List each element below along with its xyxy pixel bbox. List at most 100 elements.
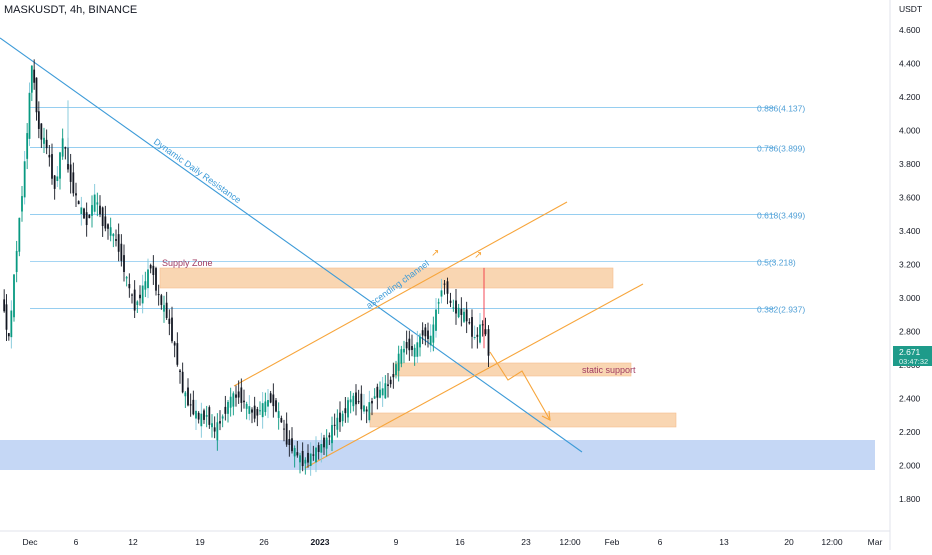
candle-body	[235, 394, 237, 398]
candle-body	[51, 154, 53, 179]
candle-body	[484, 329, 487, 335]
candle-body	[88, 214, 91, 219]
candle-body	[139, 294, 141, 299]
price-tick-label: 4.400	[899, 59, 921, 69]
candle-body	[379, 389, 381, 398]
candle-body	[3, 299, 6, 312]
candle-body	[144, 281, 147, 290]
candle-body	[192, 399, 195, 415]
price-tick-label: 3.600	[899, 193, 921, 203]
candle-body	[405, 342, 408, 349]
chart-title: MASKUSDT, 4h, BINANCE	[4, 4, 138, 16]
candle-body	[487, 329, 490, 356]
candle-body	[387, 384, 389, 387]
candle-body	[317, 445, 320, 452]
price-tick-label: 2.200	[899, 427, 921, 437]
candle-body	[267, 400, 269, 407]
candle-body	[125, 277, 128, 279]
candle-body	[109, 227, 112, 236]
candle-body	[363, 405, 365, 412]
candle-body	[468, 322, 471, 324]
candle-body	[403, 348, 405, 353]
candle-body	[481, 324, 484, 326]
candle-body	[251, 409, 253, 413]
candle-body	[371, 400, 373, 404]
candle-body	[368, 402, 371, 421]
candle-body	[446, 281, 449, 294]
candle-body	[40, 123, 43, 140]
candle-body	[77, 201, 80, 205]
candle-body	[30, 65, 33, 93]
candle-body	[128, 283, 131, 289]
candle-body	[147, 269, 149, 289]
candle-body	[229, 396, 232, 408]
candle-body	[245, 403, 248, 409]
candle-body	[392, 374, 395, 378]
candle-body	[435, 309, 437, 331]
candle-body	[457, 307, 460, 317]
candle-body	[23, 161, 26, 198]
candle-body	[219, 421, 221, 424]
lower-support-box	[369, 412, 677, 428]
candle-body	[304, 459, 307, 464]
candle-body	[115, 239, 117, 241]
candle-body	[272, 394, 275, 407]
bar-countdown: 03:47:32	[899, 357, 928, 366]
candle-body	[237, 391, 240, 398]
candle-body	[26, 133, 29, 159]
candle-body	[18, 217, 21, 252]
projection-path	[489, 351, 551, 421]
candle-body	[104, 216, 107, 229]
candle-body	[83, 208, 85, 219]
candle-body	[61, 138, 64, 157]
candle-body	[309, 453, 312, 467]
time-tick-label: 12:00	[821, 537, 843, 547]
time-tick-label: 19	[195, 537, 205, 547]
candle-body	[473, 337, 476, 339]
candle-body	[131, 294, 133, 296]
fib-label: 0.5(3.218)	[757, 257, 796, 267]
candle-body	[336, 417, 339, 430]
candle-body	[15, 250, 18, 273]
candle-body	[341, 413, 344, 422]
fib-label: 0.382(2.937)	[757, 305, 805, 315]
candle-body	[208, 407, 211, 425]
candle-body	[211, 423, 213, 428]
time-tick-label: 13	[719, 537, 729, 547]
candle-body	[173, 342, 176, 346]
candle-body	[117, 234, 120, 252]
candle-body	[397, 353, 400, 371]
candle-body	[99, 205, 101, 215]
candle-body	[21, 196, 23, 212]
candles	[3, 59, 490, 476]
time-tick-label: 6	[74, 537, 79, 547]
candle-body	[123, 255, 125, 272]
candle-body	[299, 455, 301, 463]
candle-body	[155, 268, 157, 291]
candle-body	[325, 437, 328, 449]
price-tick-label: 4.000	[899, 126, 921, 136]
time-tick-label: 9	[394, 537, 399, 547]
price-tick-label: 4.200	[899, 92, 921, 102]
candle-body	[320, 443, 323, 453]
candle-body	[120, 243, 123, 261]
price-tick-label: 1.800	[899, 494, 921, 504]
candle-body	[133, 289, 136, 311]
signal-marker: ↗	[474, 250, 482, 261]
candle-body	[331, 425, 333, 444]
candle-body	[400, 349, 403, 364]
candle-body	[288, 438, 291, 445]
candle-body	[53, 175, 56, 189]
candle-body	[181, 371, 184, 393]
candle-body	[224, 406, 227, 414]
candle-body	[471, 317, 473, 337]
candle-body	[80, 207, 83, 214]
candle-body	[376, 386, 379, 398]
candle-body	[35, 77, 38, 113]
candle-body	[411, 346, 413, 350]
candle-body	[479, 324, 481, 343]
candle-body	[440, 290, 443, 297]
candle-body	[347, 400, 349, 418]
